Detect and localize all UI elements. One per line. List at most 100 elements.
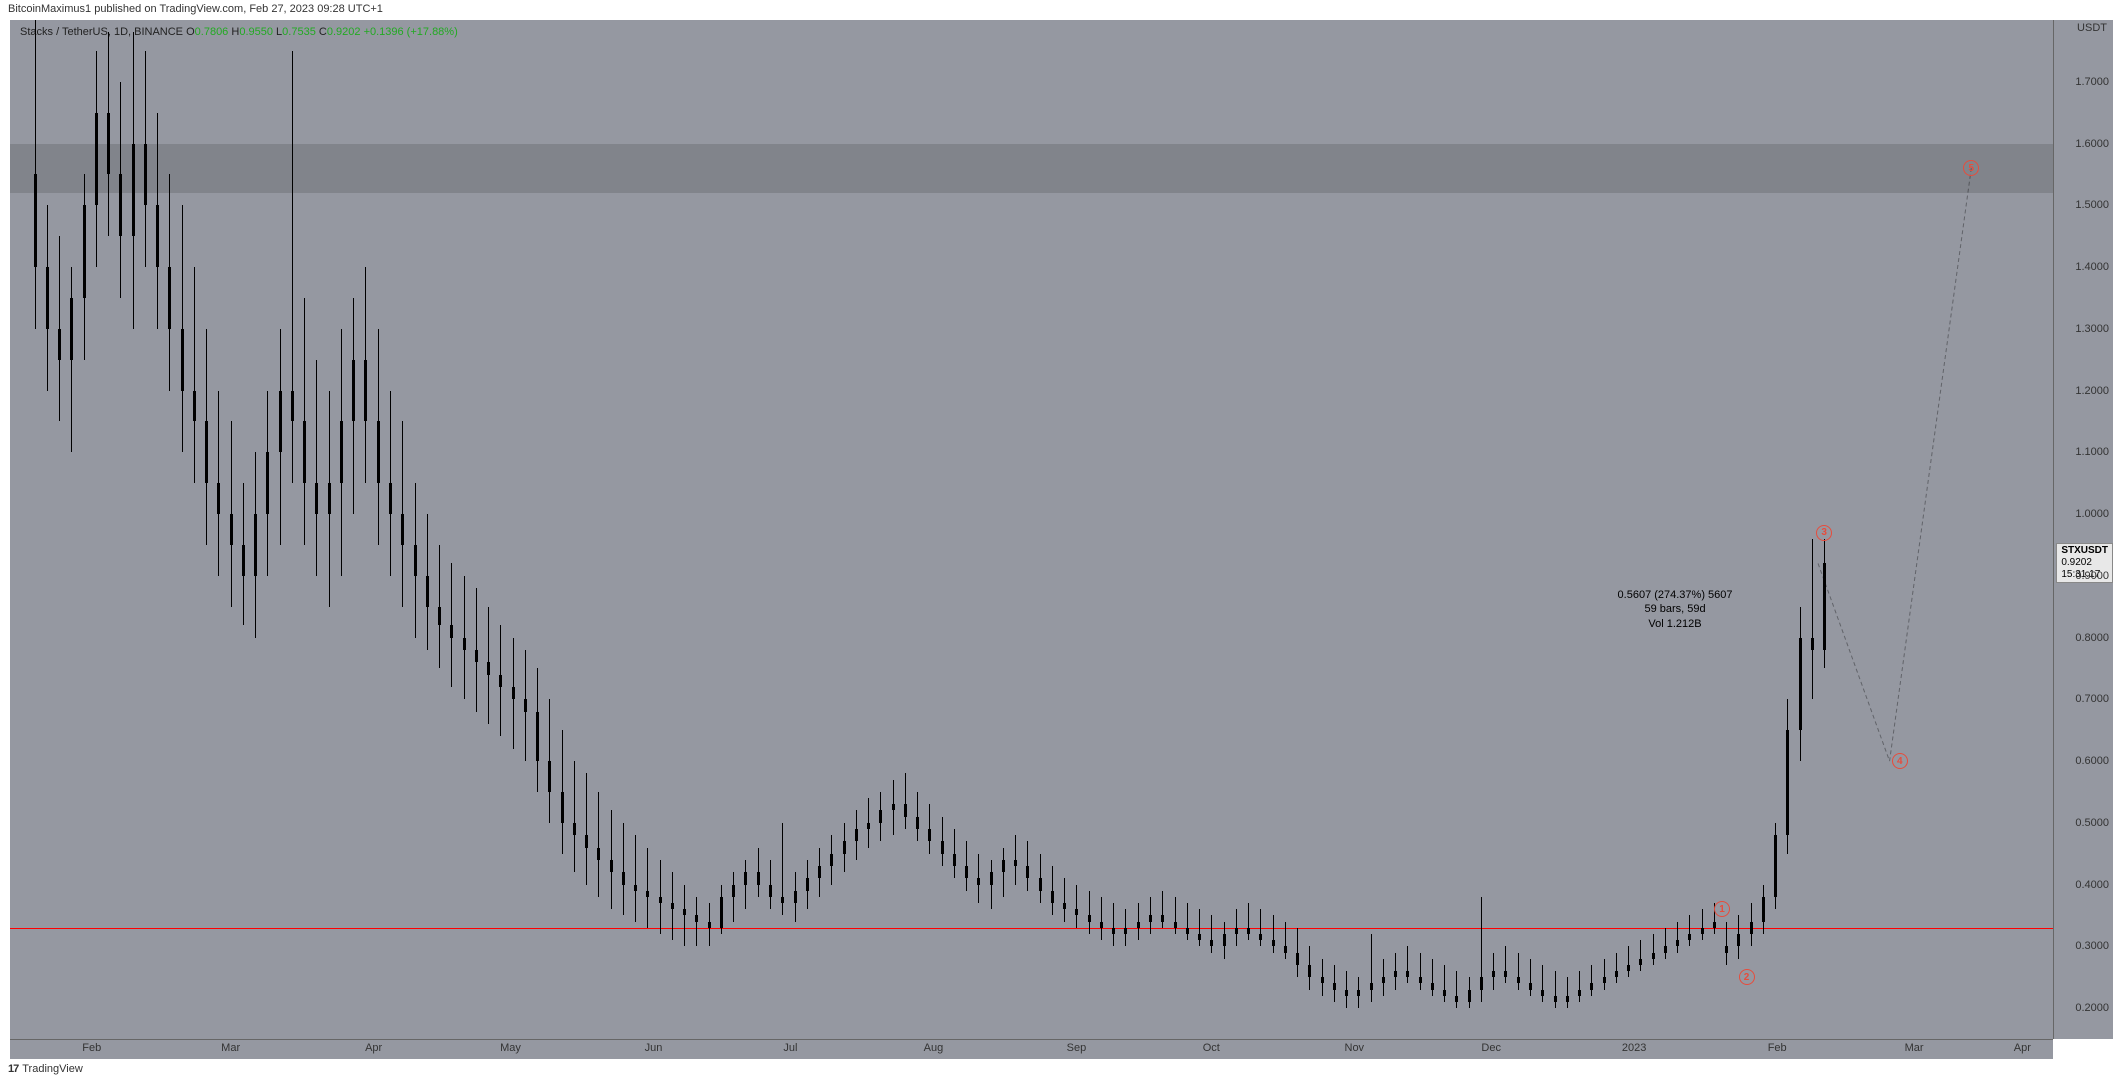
candle: [1530, 959, 1531, 996]
candle: [1751, 903, 1752, 946]
candle: [243, 483, 244, 625]
footer-brand: TradingView: [22, 1063, 83, 1075]
candle: [586, 773, 587, 884]
elliott-wave-label: 3: [1816, 525, 1832, 541]
candle: [647, 848, 648, 928]
candle: [1322, 959, 1323, 996]
candle: [1309, 946, 1310, 989]
x-tick-label: Feb: [82, 1042, 101, 1054]
candle: [1064, 878, 1065, 921]
candle: [145, 51, 146, 267]
y-tick-label: 1.5000: [2075, 199, 2109, 211]
candle: [1089, 891, 1090, 934]
candle: [1211, 915, 1212, 952]
candle: [1371, 934, 1372, 1002]
candle: [427, 514, 428, 650]
candle: [1456, 971, 1457, 1008]
y-tick-label: 1.2000: [2075, 385, 2109, 397]
candle: [1162, 891, 1163, 928]
candle: [1224, 922, 1225, 959]
candle: [476, 588, 477, 712]
candle: [194, 267, 195, 483]
candle: [991, 860, 992, 909]
candle: [1444, 965, 1445, 1002]
candle: [782, 823, 783, 916]
candle: [500, 625, 501, 736]
candle: [341, 329, 342, 576]
candle: [684, 885, 685, 947]
candle: [96, 51, 97, 267]
x-axis[interactable]: FebMarAprMayJunJulAugSepOctNovDec2023Feb…: [10, 1039, 2053, 1059]
candle: [1113, 903, 1114, 946]
candle: [1199, 909, 1200, 946]
candle: [807, 860, 808, 909]
resistance-zone: [10, 144, 2053, 193]
candle: [1726, 922, 1727, 965]
x-tick-label: Apr: [365, 1042, 382, 1054]
candle: [1677, 922, 1678, 953]
candle: [1334, 965, 1335, 1002]
candle: [574, 761, 575, 872]
candle: [378, 329, 379, 545]
candle: [402, 421, 403, 606]
candle: [819, 848, 820, 897]
candle: [770, 860, 771, 909]
y-tick-label: 0.3000: [2075, 940, 2109, 952]
candle: [537, 668, 538, 792]
y-tick-label: 0.5000: [2075, 817, 2109, 829]
x-tick-label: 2023: [1622, 1042, 1646, 1054]
candle: [1052, 866, 1053, 915]
candle: [1395, 953, 1396, 990]
y-tick-label: 0.8000: [2075, 632, 2109, 644]
elliott-wave-label: 5: [1963, 160, 1979, 176]
candle: [231, 421, 232, 606]
publish-text: BitcoinMaximus1 published on TradingView…: [8, 3, 383, 15]
y-axis[interactable]: USDT STXUSDT 0.9202 15:31:17 0.20000.300…: [2053, 20, 2113, 1039]
candle: [182, 205, 183, 452]
candle: [856, 810, 857, 859]
candle: [59, 236, 60, 421]
candle: [1383, 959, 1384, 996]
price-tag-symbol: STXUSDT: [2061, 545, 2108, 557]
candle: [1689, 915, 1690, 946]
candle: [280, 329, 281, 545]
candle: [745, 860, 746, 909]
candle: [1763, 885, 1764, 934]
candle: [525, 650, 526, 761]
candle: [1273, 915, 1274, 952]
candle: [1481, 897, 1482, 1002]
candle: [1579, 971, 1580, 1002]
candle: [304, 298, 305, 545]
candle: [795, 872, 796, 921]
candle: [513, 638, 514, 749]
candle: [1640, 940, 1641, 971]
candle: [929, 804, 930, 853]
candle: [905, 773, 906, 829]
candle: [1665, 928, 1666, 959]
candle: [1125, 909, 1126, 946]
measure-line2: 59 bars, 59d: [1618, 602, 1733, 616]
y-tick-label: 1.7000: [2075, 76, 2109, 88]
candle: [1346, 971, 1347, 1008]
candle: [1505, 946, 1506, 983]
candle: [709, 903, 710, 946]
x-tick-label: Feb: [1768, 1042, 1787, 1054]
candle: [255, 452, 256, 637]
candle: [1420, 953, 1421, 990]
candle: [954, 829, 955, 878]
x-tick-label: May: [500, 1042, 521, 1054]
candle: [218, 391, 219, 576]
symbol-label: Stacks / TetherUS, 1D, BINANCE: [20, 26, 183, 38]
candle: [439, 545, 440, 669]
candle: [1076, 885, 1077, 928]
ohlc-c: 0.9202: [327, 26, 361, 38]
price-chart[interactable]: Stacks / TetherUS, 1D, BINANCE O0.7806 H…: [10, 20, 2053, 1039]
candle: [733, 872, 734, 921]
candle: [47, 205, 48, 390]
candle: [1800, 607, 1801, 761]
candle: [1591, 965, 1592, 996]
candle: [831, 835, 832, 884]
candle: [169, 174, 170, 390]
measure-line1: 0.5607 (274.37%) 5607: [1618, 588, 1733, 602]
ohlc-o-label: O: [186, 26, 195, 38]
